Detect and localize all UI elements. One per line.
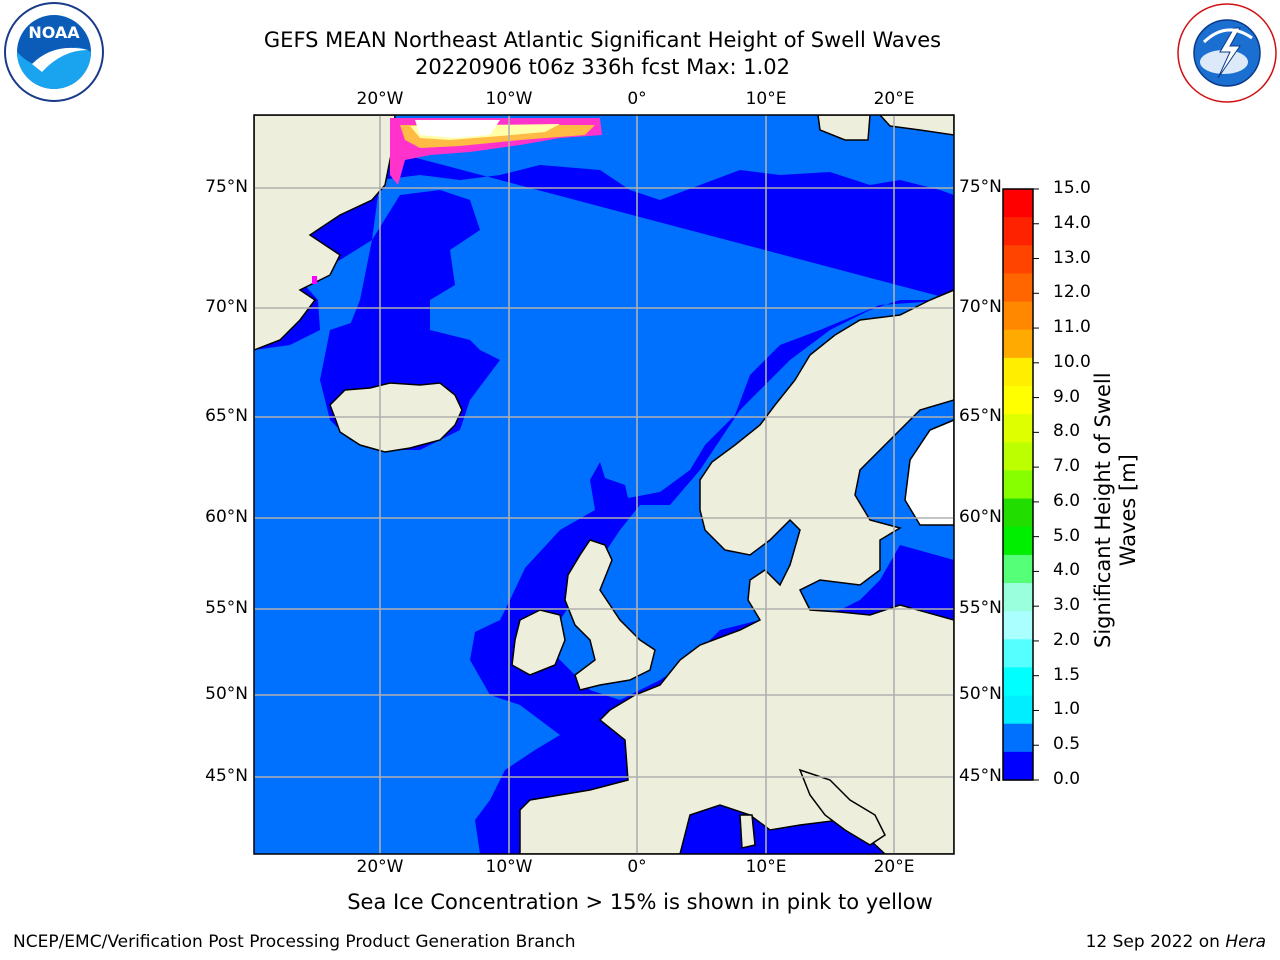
colorbar-segment [1003,611,1033,640]
sea-ice [312,118,602,284]
nws-logo [1176,2,1278,108]
map-frame [253,114,955,855]
colorbar-tick-label: 1.0 [1053,699,1081,720]
colorbar-segment [1003,357,1033,387]
colorbar-tick-label: 5.0 [1053,525,1081,546]
colorbar-tick-label: 9.0 [1053,386,1081,407]
colorbar-tick-label: 1.5 [1053,664,1081,685]
colorbar-segment [1003,414,1033,443]
lon-label-top-10w: 10°W [485,89,533,109]
map-area[interactable] [254,115,954,854]
lon-label-bottom-20e: 20°E [873,857,915,877]
colorbar-tick-label: 13.0 [1053,247,1091,268]
lat-label-left-50n: 50°N [205,684,248,704]
colorbar-tick-label: 6.0 [1053,490,1081,511]
colorbar-segment [1003,470,1033,500]
lon-label-bottom-10e: 10°E [745,857,787,877]
colorbar-segment [1003,273,1033,303]
lat-label-right-50n: 50°N [959,684,1002,704]
swell-patch-biscay [510,700,630,805]
colorbar-segment [1003,442,1033,472]
lat-label-left-45n: 45°N [205,766,248,786]
colorbar-tick-label: 15.0 [1053,178,1091,198]
colorbar-segment [1003,301,1033,331]
colorbar-tick-label: 0.0 [1053,769,1081,789]
lat-label-left-65n: 65°N [205,406,248,426]
lon-label-bottom-20w: 20°W [356,857,404,877]
lon-label-top-20e: 20°E [873,89,915,109]
colorbar-tick-label: 2.0 [1053,629,1081,650]
colorbar-segment [1003,583,1033,612]
colorbar-segment [1003,667,1033,697]
noaa-logo: NOAA [2,2,106,106]
colorbar-segment [1003,526,1033,556]
colorbar-frame [1002,188,1034,781]
colorbar-tick-label: 4.0 [1053,560,1081,581]
colorbar-tick-label: 7.0 [1053,456,1081,477]
colorbar-tick-label: 10.0 [1053,351,1091,372]
colorbar-tick-label: 12.0 [1053,282,1091,303]
lat-label-left-60n: 60°N [205,507,248,527]
colorbar-tick-label: 8.0 [1053,421,1081,442]
colorbar-segment [1003,329,1033,359]
colorbar-tick-label: 3.0 [1053,595,1081,616]
colorbar-segment [1003,217,1033,246]
lat-label-right-60n: 60°N [959,507,1002,527]
colorbar-segment [1003,554,1033,584]
lat-label-left-75n: 75°N [205,177,248,197]
colorbar-segment [1003,189,1033,218]
map-subtitle: 20220906 t06z 336h fcst Max: 1.02 [415,55,790,79]
lon-label-top-10e: 10°E [745,89,787,109]
footer-host: Hera [1225,932,1266,952]
lat-label-right-75n: 75°N [959,177,1002,197]
colorbar-tick-label: 11.0 [1053,317,1091,338]
colorbar-tick-label: 0.5 [1053,734,1081,755]
colorbar-segment [1003,695,1033,725]
land [254,115,954,854]
colorbar-segment [1003,386,1033,415]
colorbar [1002,188,1039,781]
colorbar-tick-label: 14.0 [1053,212,1091,233]
footer-date: 12 Sep 2022 on Hera [1086,932,1266,952]
sea-ice-caption: Sea Ice Concentration > 15% is shown in … [347,890,933,914]
lat-label-left-55n: 55°N [205,598,248,618]
colorbar-segment [1003,723,1033,753]
lat-label-right-65n: 65°N [959,406,1002,426]
colorbar-segment [1003,751,1033,781]
footer-credit: NCEP/EMC/Verification Post Processing Pr… [13,932,576,952]
colorbar-segment [1003,245,1033,275]
graticule [254,115,954,854]
colorbar-segment [1003,639,1033,669]
lon-label-top-20w: 20°W [356,89,404,109]
lat-label-right-55n: 55°N [959,598,1002,618]
lat-label-right-45n: 45°N [959,766,1002,786]
lon-label-bottom-0: 0° [627,857,647,877]
map-title: GEFS MEAN Northeast Atlantic Significant… [263,28,942,52]
lat-label-right-70n: 70°N [959,297,1002,317]
lat-label-left-70n: 70°N [205,297,248,317]
footer-date-text: 12 Sep 2022 on [1085,932,1220,952]
lon-label-top-0: 0° [627,89,647,109]
lon-label-bottom-10w: 10°W [485,857,533,877]
colorbar-label: Significant Height of Swell Waves [m] [1090,372,1140,648]
colorbar-segment [1003,498,1033,528]
svg-text:NOAA: NOAA [28,23,80,42]
